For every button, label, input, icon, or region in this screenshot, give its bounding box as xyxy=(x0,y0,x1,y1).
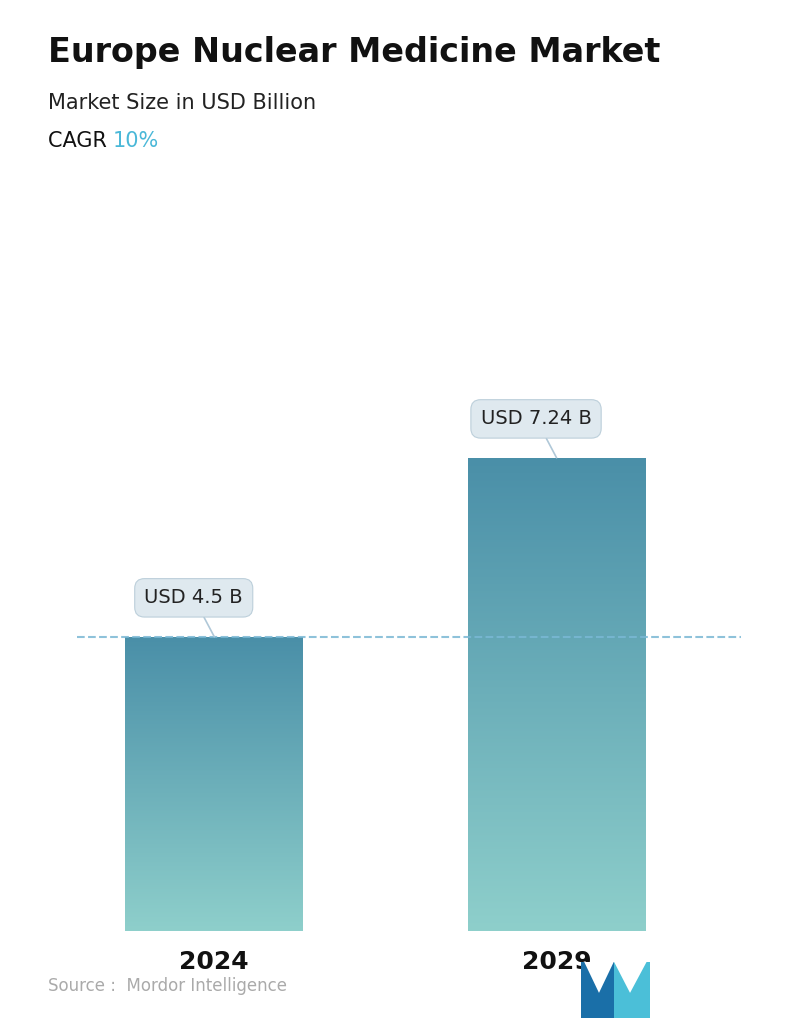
Polygon shape xyxy=(584,962,614,993)
Polygon shape xyxy=(614,962,650,1018)
Text: Market Size in USD Billion: Market Size in USD Billion xyxy=(48,93,316,113)
Text: USD 7.24 B: USD 7.24 B xyxy=(481,409,591,458)
Polygon shape xyxy=(614,962,646,993)
Text: CAGR: CAGR xyxy=(48,131,120,151)
Polygon shape xyxy=(581,962,614,1018)
Text: Europe Nuclear Medicine Market: Europe Nuclear Medicine Market xyxy=(48,36,660,69)
Text: USD 4.5 B: USD 4.5 B xyxy=(144,588,243,637)
Text: Source :  Mordor Intelligence: Source : Mordor Intelligence xyxy=(48,977,287,995)
Text: 10%: 10% xyxy=(113,131,159,151)
